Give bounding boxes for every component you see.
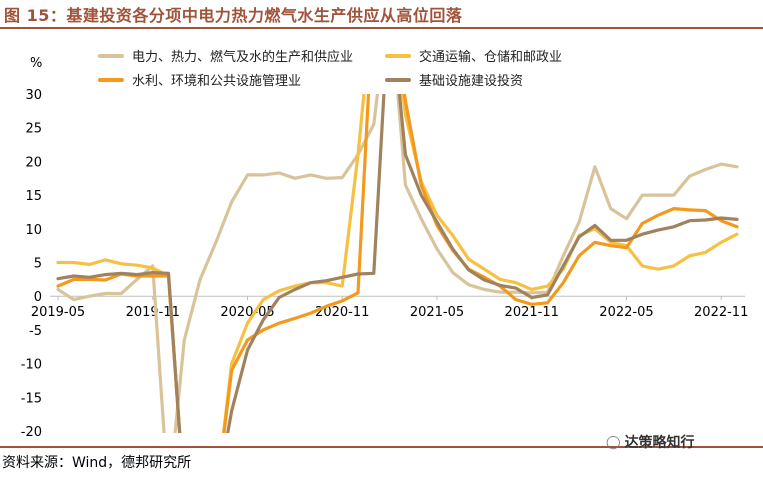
legend-swatch-infra <box>385 77 411 82</box>
chart-title: 图 15：基建投资各分项中电力热力燃气水生产供应从高位回落 <box>4 6 463 25</box>
y-unit-label: % <box>30 56 43 71</box>
x-tick-label: 2021-11 <box>505 305 559 320</box>
x-tick-label: 2019-05 <box>31 305 85 320</box>
y-tick-label: 0 <box>34 290 42 305</box>
legend-label-infra: 基础设施建设投资 <box>419 74 524 89</box>
legend-item-water: 水利、环境和公共设施管理业 <box>98 70 301 89</box>
y-tick-label: 20 <box>25 155 42 170</box>
y-tick-label: 5 <box>34 257 42 272</box>
y-tick-label: 30 <box>25 88 42 103</box>
x-tick-label: 2022-11 <box>694 305 748 320</box>
y-tick-label: -5 <box>29 324 42 339</box>
legend-item-infra: 基础设施建设投资 <box>385 70 523 89</box>
x-tick-label: 2022-05 <box>599 305 653 320</box>
wechat-watermark: ◯ 达策略知行 <box>606 432 695 452</box>
y-tick-label: -10 <box>21 358 42 373</box>
y-tick-label: -20 <box>21 425 42 440</box>
legend-item-transport: 交通运输、仓储和邮政业 <box>385 46 562 65</box>
series-line-3 <box>56 94 739 433</box>
legend-label-transport: 交通运输、仓储和邮政业 <box>419 50 563 65</box>
legend-label-power: 电力、热力、燃气及水的生产和供应业 <box>132 50 354 65</box>
y-tick-label: -15 <box>21 391 42 406</box>
legend-swatch-power <box>98 53 124 58</box>
legend-item-power: 电力、热力、燃气及水的生产和供应业 <box>98 46 353 65</box>
x-tick-label: 2021-05 <box>410 305 464 320</box>
title-rule <box>0 27 763 29</box>
x-tick-label: 2020-05 <box>220 305 274 320</box>
y-tick-label: 15 <box>25 189 42 204</box>
watermark-label: 达策略知行 <box>624 435 695 451</box>
legend-swatch-water <box>98 77 124 82</box>
line-chart: 30 25 20 15 10 5 0 -5 -10 -15 -20 2019-05 2019-11 20… <box>21 88 749 440</box>
x-tick-label: 2020-11 <box>315 305 369 320</box>
y-tick-label: 10 <box>25 223 42 238</box>
series-line-0 <box>56 94 739 433</box>
source-note: 资料来源：Wind，德邦研究所 <box>2 455 192 471</box>
legend-label-water: 水利、环境和公共设施管理业 <box>132 74 302 89</box>
legend-swatch-transport <box>385 53 411 58</box>
footer-rule <box>0 446 763 448</box>
y-tick-label: 25 <box>25 122 42 137</box>
wechat-icon: ◯ <box>606 434 621 450</box>
x-tick-label: 2019-11 <box>126 305 180 320</box>
